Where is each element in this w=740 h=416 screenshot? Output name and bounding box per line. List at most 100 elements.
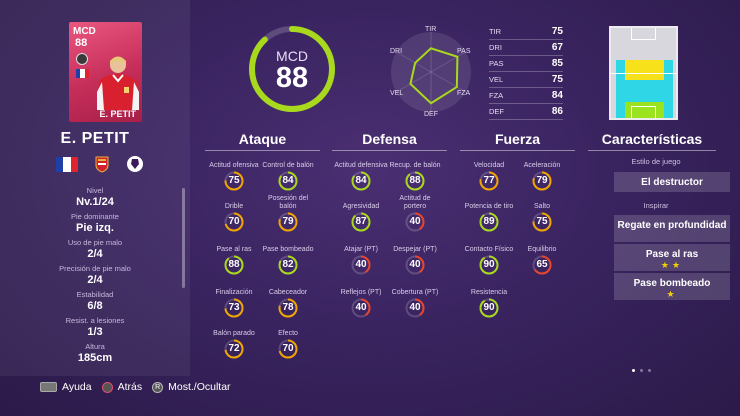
rating-ring: 72: [224, 339, 244, 359]
zone-center-mid: [625, 80, 664, 102]
rating-ring-graphic: [405, 255, 425, 275]
rating-ring-graphic: [479, 212, 499, 232]
divider-ataque: [205, 150, 320, 151]
help-button[interactable]: Ayuda: [40, 381, 92, 393]
attr-drible: Drible 70: [207, 195, 261, 232]
radar-label-pas: PAS: [457, 48, 471, 55]
rating-ring: 87: [351, 212, 371, 232]
zone-right: [664, 60, 673, 118]
rating-ring-graphic: [479, 298, 499, 318]
radar-axis: [430, 71, 466, 93]
rating-ring-graphic: [278, 339, 298, 359]
attr-efecto: Efecto 70: [261, 322, 315, 359]
attr-potencia-tiro: Potencia de tiro 89: [462, 195, 516, 232]
attr-actitud-portero: Actitud de portero 40: [388, 195, 442, 232]
rating-ring-graphic: [351, 171, 371, 191]
position-field-map: [609, 26, 678, 120]
player-portrait: [97, 56, 139, 110]
attribute-radar-chart: TIR PAS FZA DEF VEL DRI: [382, 24, 480, 120]
rating-ring: 79: [532, 171, 552, 191]
rating-ring-graphic: [405, 212, 425, 232]
player-name: E. PETIT: [60, 130, 130, 147]
rating-ring: 70: [278, 339, 298, 359]
attr-actitud-ofensiva: Actitud ofensiva 75: [207, 154, 261, 191]
inspire-item-regate[interactable]: Regate en profundidad: [614, 215, 730, 242]
radar-plot: [391, 32, 471, 112]
attr-velocidad: Velocidad 77: [462, 154, 516, 191]
playing-style-box[interactable]: El destructor: [614, 172, 730, 192]
rating-ring: 73: [224, 298, 244, 318]
attr-equilibrio: Equilibrio 65: [515, 238, 569, 275]
inspire-item-pase-ras[interactable]: Pase al ras ★★: [614, 244, 730, 271]
attr-posesion-balon: Posesión del balón 79: [261, 195, 315, 232]
button-guide: Ayuda Atrás R Most./Ocultar: [0, 376, 740, 398]
affiliation-row: [56, 155, 144, 173]
player-card[interactable]: MCD 88 E. PETIT: [69, 22, 142, 122]
radar-label-tir: TIR: [425, 26, 437, 33]
rating-ring-graphic: [224, 171, 244, 191]
stat-row-def: DEF 86: [489, 104, 563, 120]
header-defensa: Defensa: [362, 131, 417, 147]
info-item-level: Nivel Nv.1/24: [76, 186, 114, 208]
attr-salto: Salto 75: [515, 195, 569, 232]
zone-center-top: [625, 60, 664, 80]
divider-fuerza: [460, 150, 575, 151]
rating-ring-graphic: [278, 298, 298, 318]
divider-caracteristicas: [588, 150, 716, 151]
r-button-icon: R: [152, 381, 164, 393]
page-dot[interactable]: [648, 369, 651, 372]
info-item-injury: Resist. a lesiones 1/3: [65, 316, 125, 338]
playing-style-value: El destructor: [641, 177, 703, 188]
rating-ring: 40: [405, 255, 425, 275]
stat-row-vel: VEL 75: [489, 72, 563, 88]
attr-actitud-defensiva: Actitud defensiva 84: [334, 154, 388, 191]
radar-label-vel: VEL: [390, 90, 404, 97]
overall-rating-gauge: MCD 88: [247, 24, 337, 114]
club-badge-icon: [76, 53, 88, 65]
attr-despejar: Despejar (PT) 40: [388, 238, 442, 275]
page-dot[interactable]: [640, 369, 643, 372]
player-info-panel: MCD 88 E. PETIT E. PETIT Nivel: [0, 0, 190, 376]
rating-ring-graphic: [405, 298, 425, 318]
card-position: MCD: [73, 26, 96, 37]
arsenal-crest-icon: [95, 156, 109, 173]
gauge-ring: [249, 26, 335, 112]
rating-ring: 40: [405, 298, 425, 318]
rating-ring: 75: [532, 212, 552, 232]
rating-ring: 77: [479, 171, 499, 191]
page-dot[interactable]: [632, 369, 635, 372]
rating-ring-graphic: [278, 171, 298, 191]
info-item-weak-foot-accuracy: Precisión de pie malo 2/4: [59, 264, 131, 286]
rating-ring-graphic: [405, 171, 425, 191]
gauge-rating: 88: [275, 62, 309, 94]
page-indicator: [632, 369, 651, 372]
rating-ring-graphic: [224, 339, 244, 359]
rating-ring-graphic: [351, 255, 371, 275]
stat-row-pas: PAS 85: [489, 56, 563, 72]
inspire-item-pase-bombeado[interactable]: Pase bombeado ★: [614, 273, 730, 300]
attr-resistencia: Resistencia 90: [462, 281, 516, 318]
radar-label-def: DEF: [424, 111, 438, 118]
rating-ring-graphic: [351, 298, 371, 318]
attr-contacto-fisico: Contacto Físico 90: [462, 238, 516, 275]
toggle-display-button[interactable]: R Most./Ocultar: [152, 381, 231, 393]
halfway-line: [611, 73, 676, 74]
card-rating: 88: [75, 37, 88, 49]
rating-ring-graphic: [224, 298, 244, 318]
back-button[interactable]: Atrás: [101, 381, 142, 393]
star-rating: [614, 231, 730, 241]
estilo-label: Estilo de juego: [631, 157, 681, 166]
star-rating: ★: [666, 289, 678, 299]
attr-control-balon: Control de balón 84: [261, 154, 315, 191]
stat-row-fza: FZA 84: [489, 88, 563, 104]
rating-ring-graphic: [479, 255, 499, 275]
rating-ring: 84: [278, 171, 298, 191]
info-scrollbar[interactable]: [182, 188, 185, 288]
rating-ring-graphic: [532, 212, 552, 232]
rating-ring: 40: [351, 255, 371, 275]
rating-ring: 90: [479, 298, 499, 318]
rating-ring-graphic: [532, 171, 552, 191]
divider-defensa: [332, 150, 447, 151]
radar-axis: [396, 71, 432, 93]
attr-agresividad: Agresividad 87: [334, 195, 388, 232]
